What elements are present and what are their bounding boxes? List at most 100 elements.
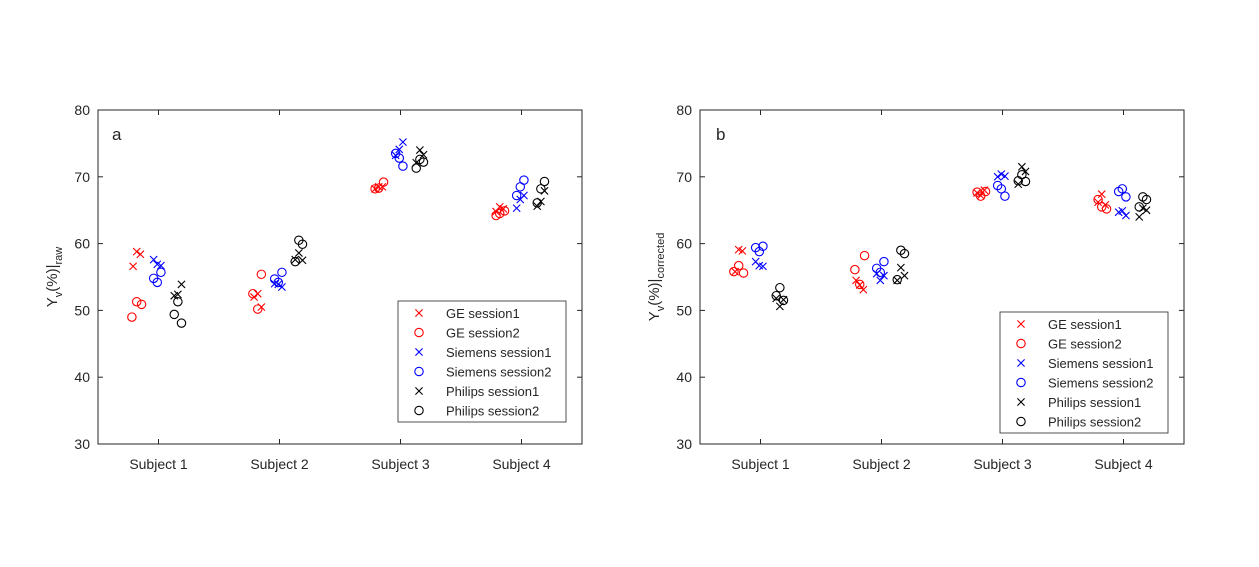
panel-a-xtick-label: Subject 4 bbox=[492, 456, 551, 472]
panel-b-ytick-label: 60 bbox=[676, 236, 692, 252]
panel-a-legend: GE session1 GE session2 Siemens session1 Si… bbox=[397, 300, 567, 423]
panel-b-point-ge-session2 bbox=[854, 279, 865, 290]
panel-a-ylabel-rest: (%)| bbox=[44, 264, 61, 291]
panel-b-point-philips-session2 bbox=[1020, 176, 1031, 187]
panel-b-point-siemens-session2 bbox=[996, 184, 1007, 194]
panel-b-legend-marker bbox=[1017, 398, 1025, 406]
panel-a-point-philips-session2 bbox=[290, 256, 300, 267]
panel-a-point-ge-session2 bbox=[252, 304, 263, 314]
panel-b-point-siemens-session2 bbox=[879, 256, 889, 267]
panel-b-point-siemens-session2 bbox=[758, 241, 768, 252]
panel-a-legend-marker bbox=[415, 387, 423, 395]
panel-a-point-philips-session2 bbox=[536, 184, 546, 194]
panel-a-point-ge-session2 bbox=[494, 208, 505, 219]
panel-a-point-siemens-session1 bbox=[512, 204, 521, 213]
panel-a-legend-label: Philips session2 bbox=[446, 404, 539, 419]
panel-a-legend-label: GE session2 bbox=[446, 326, 520, 341]
panel-b-point-ge-session2 bbox=[733, 260, 744, 271]
panel-b-point-siemens-session1 bbox=[876, 276, 885, 285]
panel-b-legend-label: Philips session1 bbox=[1048, 395, 1141, 410]
panel-b-points bbox=[729, 162, 1152, 311]
panel-b-point-philips-session2 bbox=[1134, 202, 1144, 212]
panel-a-ylabel-main: Y bbox=[44, 297, 61, 307]
panel-b-point-philips-session2 bbox=[892, 274, 902, 285]
svg-text:Yv(%)|raw: Yv(%)|raw bbox=[44, 247, 65, 308]
panel-a-point-ge-session1 bbox=[129, 262, 138, 271]
panel-a-point-philips-session1 bbox=[419, 150, 428, 159]
panel-a-ylabel-sub: v bbox=[53, 291, 65, 297]
panel-a-point-philips-session1 bbox=[173, 290, 182, 299]
panel-a-point-ge-session2 bbox=[131, 296, 142, 307]
panel-a-point-siemens-session2 bbox=[277, 267, 287, 278]
panel-b-legend-marker bbox=[1017, 359, 1025, 367]
panel-b-point-philips-session2 bbox=[771, 290, 781, 301]
panel-b-point-ge-session2 bbox=[1093, 194, 1103, 205]
panel-b-legend-box bbox=[999, 311, 1169, 434]
panel-a-legend-marker bbox=[415, 348, 423, 356]
panel-a-point-ge-session2 bbox=[127, 312, 137, 322]
svg-text:Yv(%)|corrected: Yv(%)|corrected bbox=[646, 233, 667, 322]
panel-b-ytick-label: 70 bbox=[676, 169, 692, 185]
panel-b-point-siemens-session1 bbox=[1121, 211, 1130, 220]
panel-a-legend-label: Siemens session1 bbox=[446, 345, 552, 360]
panel-a-point-siemens-session2 bbox=[398, 161, 408, 171]
panel-b-ylabel-rest: (%)| bbox=[646, 279, 663, 306]
panel-a-ytick-label: 40 bbox=[74, 369, 90, 385]
panel-b-point-siemens-session1 bbox=[993, 172, 1002, 181]
panel-a-xtick-label: Subject 2 bbox=[250, 456, 309, 472]
panel-a-legend-marker bbox=[414, 405, 424, 416]
panel-a-point-ge-session2 bbox=[370, 184, 380, 194]
panel-b-point-ge-session1 bbox=[1097, 190, 1106, 199]
panel-b-point-ge-session1 bbox=[738, 246, 747, 255]
panel-b-letter: b bbox=[716, 125, 725, 144]
panel-b-xtick-label: Subject 1 bbox=[731, 456, 790, 472]
panel-a-point-siemens-session2 bbox=[394, 153, 405, 163]
panel-b-point-ge-session2 bbox=[1101, 204, 1112, 214]
panel-b-legend-marker bbox=[1016, 338, 1026, 349]
panel-b-ylabel: Yv(%)|corrected bbox=[646, 233, 667, 322]
panel-a-point-ge-session2 bbox=[256, 269, 267, 280]
panel-a-ytick-label: 70 bbox=[74, 169, 90, 185]
panel-b-point-siemens-session2 bbox=[1121, 192, 1131, 202]
panel-b-point-philips-session2 bbox=[775, 282, 785, 293]
panel-b-legend-label: Siemens session1 bbox=[1048, 356, 1154, 371]
panel-b-legend-label: GE session2 bbox=[1048, 337, 1122, 352]
panel-b-point-siemens-session1 bbox=[879, 271, 888, 280]
panel-a-legend-box bbox=[397, 300, 567, 423]
panel-a-point-siemens-session2 bbox=[273, 277, 284, 288]
panel-a-point-philips-session1 bbox=[412, 158, 421, 167]
panel-b-point-philips-session2 bbox=[1141, 194, 1152, 205]
panel-a-point-siemens-session2 bbox=[152, 277, 163, 288]
panel-a-point-ge-session2 bbox=[248, 288, 258, 299]
panel-a-ytick-label: 80 bbox=[74, 102, 90, 118]
panel-a-point-ge-session1 bbox=[495, 202, 504, 211]
panel-b-ylabel-main: Y bbox=[646, 311, 663, 321]
panel-b-point-siemens-session1 bbox=[1118, 206, 1127, 215]
panel-b-point-ge-session1 bbox=[859, 285, 868, 294]
panel-a-point-philips-session2 bbox=[297, 239, 308, 250]
panel-b-point-philips-session1 bbox=[1017, 162, 1026, 171]
panel-a-point-philips-session1 bbox=[291, 255, 300, 264]
panel-b-point-philips-session1 bbox=[1142, 206, 1151, 215]
panel-b-point-ge-session2 bbox=[1096, 202, 1107, 212]
panel-a-point-siemens-session1 bbox=[149, 255, 158, 264]
panel-b-point-philips-session1 bbox=[1014, 180, 1023, 189]
panel-a-xtick-label: Subject 1 bbox=[129, 456, 188, 472]
panel-b-point-ge-session1 bbox=[1094, 198, 1103, 207]
panel-a-legend-marker bbox=[414, 327, 424, 338]
panel-b-ylabel-sub2: corrected bbox=[655, 233, 667, 279]
panel-b-point-philips-session1 bbox=[1021, 167, 1030, 176]
panel-a-point-siemens-session2 bbox=[519, 175, 529, 185]
panel-a-point-ge-session2 bbox=[378, 177, 389, 187]
panel-b-ytick-label: 30 bbox=[676, 436, 692, 452]
panel-b-legend-label: Siemens session2 bbox=[1048, 376, 1154, 391]
panel-b-ytick-label: 80 bbox=[676, 102, 692, 118]
panel-a-points bbox=[127, 138, 550, 328]
panel-a-point-philips-session2 bbox=[411, 163, 421, 173]
panel-a-point-ge-session2 bbox=[136, 299, 147, 310]
panel-a-legend-marker bbox=[414, 366, 424, 377]
panel-a: 30 40 50 60 70 80 Subject 1 Subject 2 Subject 3 S… bbox=[44, 102, 583, 472]
panel-a-xtick-label: Subject 3 bbox=[371, 456, 430, 472]
panel-a-legend-label: Philips session1 bbox=[446, 384, 539, 399]
panel-a-point-philips-session2 bbox=[539, 176, 550, 187]
